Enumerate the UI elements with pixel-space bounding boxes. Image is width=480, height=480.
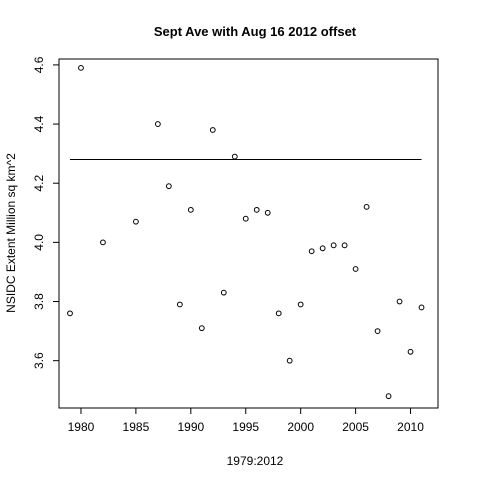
- data-point: [176, 301, 183, 308]
- data-point: [220, 289, 227, 296]
- data-point: [264, 209, 271, 216]
- data-point: [67, 310, 73, 317]
- x-tick-label: 2000: [287, 420, 314, 434]
- data-point: [330, 242, 337, 249]
- x-tick-label: 2005: [342, 420, 369, 434]
- x-axis-label: 1979:2012: [227, 454, 284, 468]
- x-tick-label: 1990: [177, 420, 204, 434]
- data-point: [154, 121, 161, 127]
- y-tick-label: 4.2: [32, 175, 46, 192]
- data-point: [275, 310, 282, 317]
- data-point: [209, 127, 216, 133]
- data-point: [286, 357, 293, 364]
- plot-frame: [58, 58, 439, 409]
- y-tick-label: 4.6: [32, 56, 46, 73]
- y-tick-label: 4.4: [32, 115, 46, 132]
- x-tick-label: 1985: [123, 420, 150, 434]
- data-point: [352, 266, 359, 272]
- data-point: [363, 203, 370, 210]
- y-tick-label: 4.0: [32, 234, 46, 251]
- data-point: [78, 64, 84, 71]
- data-point: [165, 183, 172, 190]
- y-axis: 3.6 3.8 4.0 4.2 4.4 4.6: [32, 56, 60, 369]
- data-point: [132, 218, 139, 225]
- data-point: [231, 153, 238, 160]
- data-point: [418, 304, 425, 311]
- x-tick-label: 2010: [397, 420, 424, 434]
- data-points: [67, 64, 425, 400]
- data-point: [297, 301, 304, 308]
- data-point: [385, 393, 392, 400]
- y-tick-label: 3.6: [32, 352, 46, 369]
- x-tick-label: 1980: [68, 420, 95, 434]
- data-point: [407, 348, 414, 355]
- data-point: [308, 248, 315, 255]
- data-point: [100, 239, 106, 246]
- data-point: [341, 242, 348, 249]
- data-point: [396, 298, 403, 305]
- data-point: [374, 328, 381, 335]
- data-point: [319, 245, 326, 252]
- y-axis-label: NSIDC Extent Million sq km^2: [4, 153, 18, 313]
- data-point: [187, 206, 194, 213]
- x-axis: 1980 1985 1990 1995 2000 2005 2010: [68, 407, 424, 434]
- data-point: [198, 325, 205, 332]
- y-tick-label: 3.8: [32, 293, 46, 310]
- data-point: [253, 206, 260, 213]
- data-point: [242, 215, 249, 222]
- x-tick-label: 1995: [232, 420, 259, 434]
- chart-title: Sept Ave with Aug 16 2012 offset: [154, 24, 357, 39]
